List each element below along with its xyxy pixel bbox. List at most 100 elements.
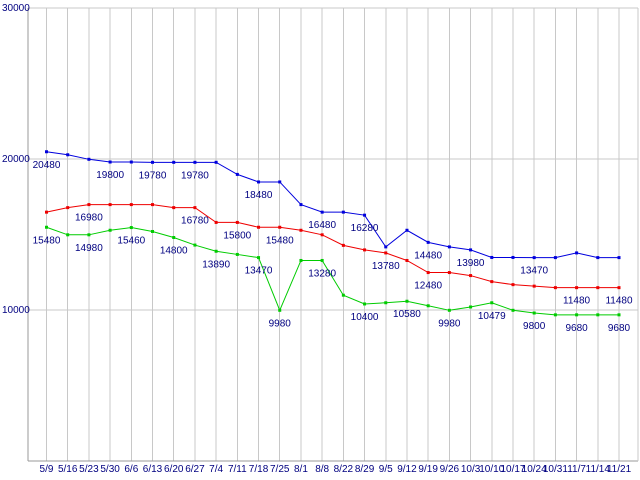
data-point-green [405,299,409,303]
data-point-blue [553,256,557,260]
point-label-green: 13890 [202,259,230,270]
data-point-blue [214,160,218,164]
data-point-blue [278,180,282,184]
data-point-red [341,243,345,247]
point-label-blue: 19780 [139,170,167,181]
data-point-green [511,308,515,312]
data-point-green [129,226,133,230]
point-label-blue: 19780 [181,170,209,181]
point-label-blue: 16480 [308,220,336,231]
data-point-blue [617,256,621,260]
x-axis-label: 10/17 [500,464,525,475]
data-point-green [363,302,367,306]
data-point-green [490,301,494,305]
data-point-red [384,251,388,255]
point-label-green: 15480 [33,235,61,246]
point-label-red: 15800 [223,230,251,241]
point-label-green: 10400 [351,312,379,323]
point-label-blue: 16280 [351,223,379,234]
x-axis-label: 5/30 [100,464,120,475]
x-axis-label: 6/13 [143,464,163,475]
data-point-red [87,203,91,207]
data-point-blue [172,160,176,164]
point-label-red: 16980 [75,213,103,224]
data-point-blue [108,160,112,164]
point-label-green: 9980 [269,318,292,329]
data-point-red [575,286,579,290]
data-point-blue [532,256,536,260]
x-axis-label: 11/21 [607,464,632,475]
data-point-blue [129,160,133,164]
data-point-blue [426,240,430,244]
point-label-green: 13470 [245,266,273,277]
x-axis-label: 10/24 [522,464,547,475]
data-point-red [490,280,494,284]
x-axis-label: 10/31 [543,464,568,475]
data-point-red [45,210,48,214]
data-point-blue [320,210,324,214]
data-point-green [341,293,345,297]
data-point-green [384,301,388,305]
data-point-blue [257,180,261,184]
x-axis-label: 6/27 [185,464,205,475]
point-label-blue: 19800 [96,170,124,181]
data-point-red [447,271,451,275]
data-point-green [469,305,473,309]
data-point-green [87,233,91,237]
data-point-green [617,313,621,317]
point-label-green: 9680 [565,323,588,334]
point-label-red: 16780 [181,216,209,227]
data-point-green [532,311,536,315]
point-label-blue: 13470 [520,266,548,277]
point-label-green: 9980 [438,318,461,329]
x-axis-label: 8/1 [294,464,308,475]
data-point-green [108,228,112,232]
x-axis-label: 5/23 [79,464,99,475]
data-point-blue [66,153,70,157]
data-point-green [299,258,303,262]
x-axis-label: 6/6 [124,464,138,475]
data-point-blue [511,255,515,259]
point-label-blue: 14480 [414,250,442,261]
data-point-red [235,220,239,224]
x-axis-label: 5/16 [58,464,78,475]
y-axis-label: 10000 [2,305,30,316]
point-label-green: 13280 [308,268,336,279]
point-label-blue: 20480 [33,160,61,171]
point-label-green: 10580 [393,309,421,320]
point-label-red: 15480 [266,235,294,246]
x-axis-label: 7/4 [209,464,223,475]
x-axis-label: 10/3 [461,464,481,475]
data-point-green [151,229,155,233]
data-point-green [320,258,324,262]
data-point-green [214,249,218,253]
data-point-green [447,308,451,312]
data-point-blue [87,157,91,161]
data-point-red [405,258,409,262]
point-label-red: 11480 [563,296,591,307]
data-point-blue [363,213,367,217]
data-point-red [553,286,557,290]
data-point-red [193,206,197,210]
data-point-red [278,225,282,229]
data-point-blue [575,251,579,255]
data-point-red [129,203,133,207]
data-point-blue [490,255,494,259]
y-axis-label: 30000 [2,3,30,14]
data-point-red [257,225,261,229]
x-axis-label: 8/22 [334,464,354,475]
point-label-green: 9800 [523,321,546,332]
data-point-red [320,233,324,237]
data-point-blue [596,256,600,260]
data-point-blue [151,160,155,164]
point-label-green: 10479 [478,311,506,322]
point-label-green: 14980 [75,243,103,254]
y-axis-label: 20000 [2,154,30,165]
series-line-red [46,204,619,289]
point-label-red: 11480 [605,296,633,307]
data-point-red [172,206,176,210]
data-point-green [193,243,197,247]
data-point-blue [235,172,239,176]
